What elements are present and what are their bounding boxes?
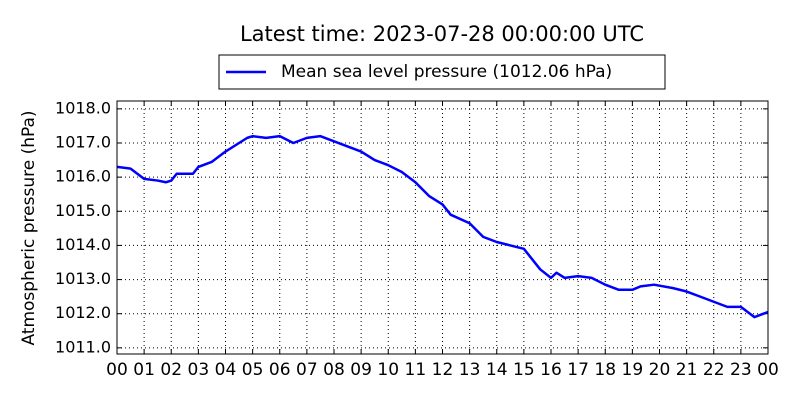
y-tick-label: 1011.0 — [55, 337, 111, 356]
x-tick-label: 14 — [486, 360, 508, 380]
x-tick-label: 00 — [106, 360, 128, 380]
x-tick-label: 11 — [405, 360, 427, 380]
x-tick-label: 00 — [757, 360, 779, 380]
y-axis-label: Atmospheric pressure (hPa) — [19, 110, 39, 345]
x-tick-label: 07 — [296, 360, 318, 380]
x-tick-label: 05 — [242, 360, 264, 380]
x-tick-label: 13 — [459, 360, 481, 380]
x-tick-label: 12 — [432, 360, 454, 380]
legend-box — [218, 54, 666, 90]
plot-frame — [116, 100, 769, 355]
x-tick-label: 20 — [649, 360, 671, 380]
x-tick-label: 10 — [377, 360, 399, 380]
y-tick-label: 1015.0 — [55, 201, 111, 220]
y-tick-label: 1017.0 — [55, 132, 111, 151]
x-tick-label: 02 — [160, 360, 182, 380]
x-tick-label: 21 — [676, 360, 698, 380]
x-tick-label: 03 — [188, 360, 210, 380]
x-tick-label: 17 — [567, 360, 589, 380]
x-tick-label: 19 — [622, 360, 644, 380]
x-tick-label: 04 — [215, 360, 237, 380]
x-tick-label: 06 — [269, 360, 291, 380]
x-tick-label: 18 — [594, 360, 616, 380]
x-tick-label: 22 — [703, 360, 725, 380]
y-tick-label: 1018.0 — [55, 98, 111, 117]
x-tick-label: 15 — [513, 360, 535, 380]
line-series — [116, 134, 769, 319]
x-tick-label: 23 — [730, 360, 752, 380]
y-tick-label: 1014.0 — [55, 235, 111, 254]
chart-title: Latest time: 2023-07-28 00:00:00 UTC — [240, 22, 644, 46]
x-tick-label: 09 — [350, 360, 372, 380]
legend-label: Mean sea level pressure (1012.06 hPa) — [281, 62, 612, 82]
x-tick-label: 08 — [323, 360, 345, 380]
y-tick-label: 1012.0 — [55, 303, 111, 322]
y-tick-label: 1013.0 — [55, 269, 111, 288]
y-tick-label: 1016.0 — [55, 167, 111, 186]
x-tick-label: 01 — [133, 360, 155, 380]
x-tick-label: 16 — [540, 360, 562, 380]
